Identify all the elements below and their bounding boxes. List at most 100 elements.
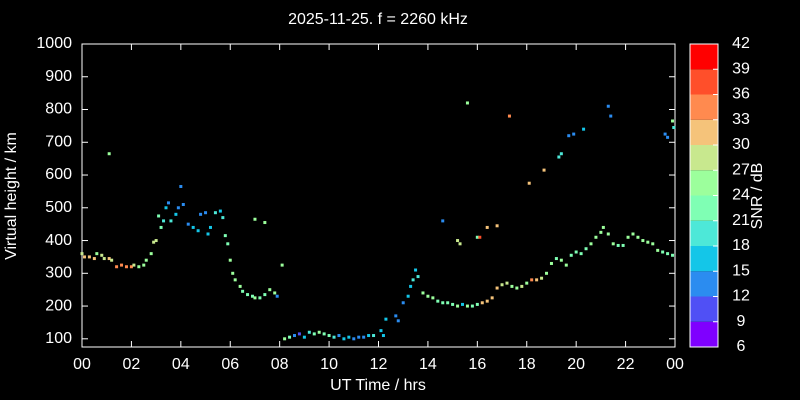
point [124, 265, 128, 269]
point [456, 304, 460, 308]
point [132, 263, 136, 267]
point [87, 255, 91, 259]
x-tick-label: 16 [468, 356, 486, 373]
point [515, 286, 519, 290]
point [542, 168, 546, 172]
point [347, 335, 351, 339]
point [470, 304, 474, 308]
point [458, 242, 462, 246]
point [92, 257, 96, 261]
point [275, 294, 279, 298]
colorbar-tick-label: 12 [732, 288, 750, 305]
point [589, 242, 593, 246]
point [500, 283, 504, 287]
point [213, 211, 217, 215]
point [362, 335, 366, 339]
colorbar-tick-label: 42 [732, 35, 750, 52]
y-tick-label: 500 [45, 199, 72, 216]
point [317, 330, 321, 334]
point [258, 296, 262, 300]
point [641, 239, 645, 243]
y-tick-label: 600 [45, 166, 72, 183]
point [157, 214, 161, 218]
point [196, 229, 200, 233]
point [421, 291, 425, 295]
y-tick-label: 1000 [36, 35, 72, 52]
point [152, 240, 156, 244]
point [401, 301, 405, 305]
point [549, 261, 553, 265]
point [416, 275, 420, 279]
colorbar-swatch [690, 145, 718, 171]
point [559, 152, 563, 156]
point [149, 252, 153, 256]
colorbar-swatch [690, 119, 718, 145]
point [661, 250, 665, 254]
point [666, 252, 670, 256]
point [110, 258, 114, 262]
y-tick-label: 400 [45, 232, 72, 249]
y-tick-label: 800 [45, 101, 72, 118]
point [159, 225, 163, 229]
point [102, 257, 106, 261]
point [451, 302, 455, 306]
point [582, 127, 586, 131]
point [631, 232, 635, 236]
point [436, 299, 440, 303]
y-tick-label: 100 [45, 330, 72, 347]
point [579, 252, 583, 256]
point [95, 252, 99, 256]
x-tick-label: 18 [518, 356, 536, 373]
point [411, 278, 415, 282]
point [372, 334, 376, 338]
point [441, 301, 445, 305]
point [80, 252, 84, 256]
point [554, 257, 558, 261]
colorbar-tick-label: 9 [737, 313, 746, 330]
point [246, 293, 250, 297]
point [162, 219, 166, 223]
point [120, 263, 124, 267]
point [525, 281, 529, 285]
point [332, 335, 336, 339]
point [342, 337, 346, 341]
colorbar-label: SNR / dB [749, 163, 766, 230]
point [381, 334, 385, 338]
point [475, 302, 479, 306]
point [406, 294, 410, 298]
point [409, 284, 413, 288]
point [302, 335, 306, 339]
point [475, 235, 479, 239]
point [137, 265, 141, 269]
point [606, 104, 610, 108]
point [228, 258, 232, 262]
colorbar-swatch [690, 246, 718, 272]
y-tick-label: 700 [45, 133, 72, 150]
point [82, 255, 86, 259]
point [510, 284, 514, 288]
point [297, 332, 301, 336]
point [609, 114, 613, 118]
point [557, 155, 561, 159]
point [564, 263, 568, 267]
colorbar-swatch [690, 69, 718, 95]
point [465, 304, 469, 308]
point [231, 271, 235, 275]
point [337, 334, 341, 338]
point [396, 319, 400, 323]
point [169, 219, 173, 223]
point [572, 132, 576, 136]
point [651, 242, 655, 246]
point [611, 242, 615, 246]
point [621, 243, 625, 247]
colorbar-swatch [690, 321, 718, 347]
point [495, 224, 499, 228]
point [268, 288, 272, 292]
point [263, 221, 267, 225]
point [567, 134, 571, 138]
point [545, 271, 549, 275]
point [206, 232, 210, 236]
point [288, 335, 292, 339]
point [115, 265, 119, 269]
